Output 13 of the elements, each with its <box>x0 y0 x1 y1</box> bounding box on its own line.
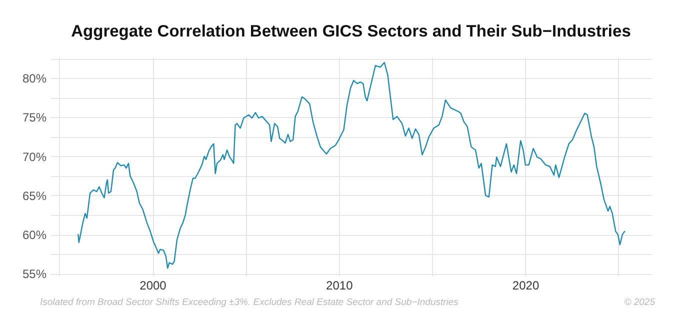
x-tick-label: 2020 <box>512 278 540 292</box>
y-tick-label: 75% <box>22 110 47 125</box>
chart-title: Aggregate Correlation Between GICS Sectors and Their Sub−Industries <box>71 22 631 40</box>
text: Isolated from Broad Sector Shifts Exceeding ±3%. Excludes Real Estate Sector and Sub−Industries <box>40 297 458 308</box>
text: © 2025 <box>624 297 655 308</box>
line-series <box>78 62 626 269</box>
y-tick-label: 60% <box>22 228 47 242</box>
y-tick-label: 65% <box>22 188 47 203</box>
y-tick-label: 80% <box>22 72 47 86</box>
y-tick-label: 70% <box>22 150 47 164</box>
x-tick-label: 2000 <box>140 278 167 292</box>
x-tick-label: 2010 <box>326 278 354 292</box>
y-tick-label: 55% <box>22 267 47 282</box>
